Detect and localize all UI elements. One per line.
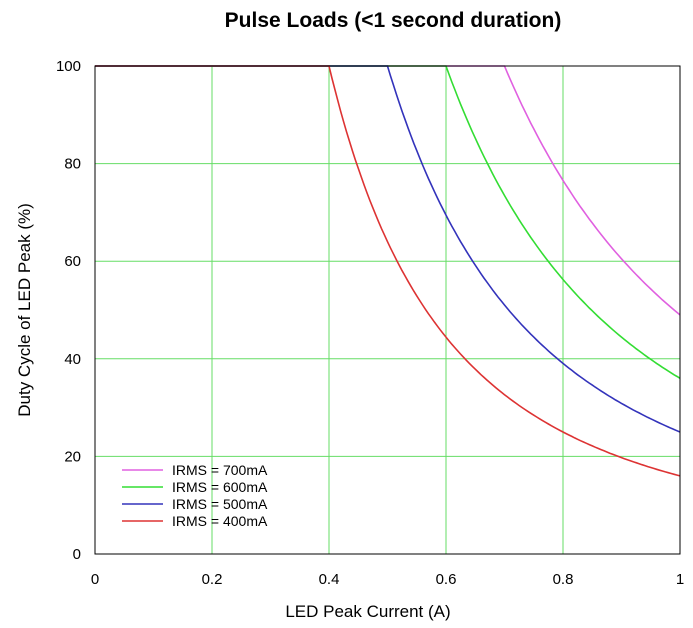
- y-tick-label: 80: [64, 156, 81, 173]
- series-line-2: [95, 65, 681, 433]
- x-tick-labels: 0 0.2 0.4 0.6 0.8 1: [91, 571, 684, 588]
- x-tick-label: 0.8: [553, 571, 574, 588]
- legend-label: IRMS = 400mA: [172, 513, 268, 529]
- plot-frame: [94, 65, 681, 555]
- x-axis-label: LED Peak Current (A): [285, 602, 450, 621]
- x-tick-label: 0.6: [436, 571, 457, 588]
- series-line-3: [95, 65, 681, 477]
- y-tick-labels: 0 20 40 60 80 100: [56, 58, 81, 563]
- x-tick-label: 0.4: [319, 571, 340, 588]
- y-tick-label: 0: [73, 546, 81, 563]
- x-tick-label: 0: [91, 571, 99, 588]
- y-tick-label: 20: [64, 448, 81, 465]
- y-tick-label: 60: [64, 253, 81, 270]
- y-tick-label: 40: [64, 351, 81, 368]
- x-tick-label: 1: [676, 571, 684, 588]
- chart-title: Pulse Loads (<1 second duration): [225, 9, 562, 32]
- y-tick-label: 100: [56, 58, 81, 75]
- series-line-0: [95, 65, 681, 316]
- x-tick-label: 0.2: [202, 571, 223, 588]
- legend-label: IRMS = 500mA: [172, 496, 268, 512]
- legend-label: IRMS = 600mA: [172, 479, 268, 495]
- series-lines: [95, 65, 681, 477]
- legend-label: IRMS = 700mA: [172, 462, 268, 478]
- y-axis-label: Duty Cycle of LED Peak (%): [15, 203, 34, 417]
